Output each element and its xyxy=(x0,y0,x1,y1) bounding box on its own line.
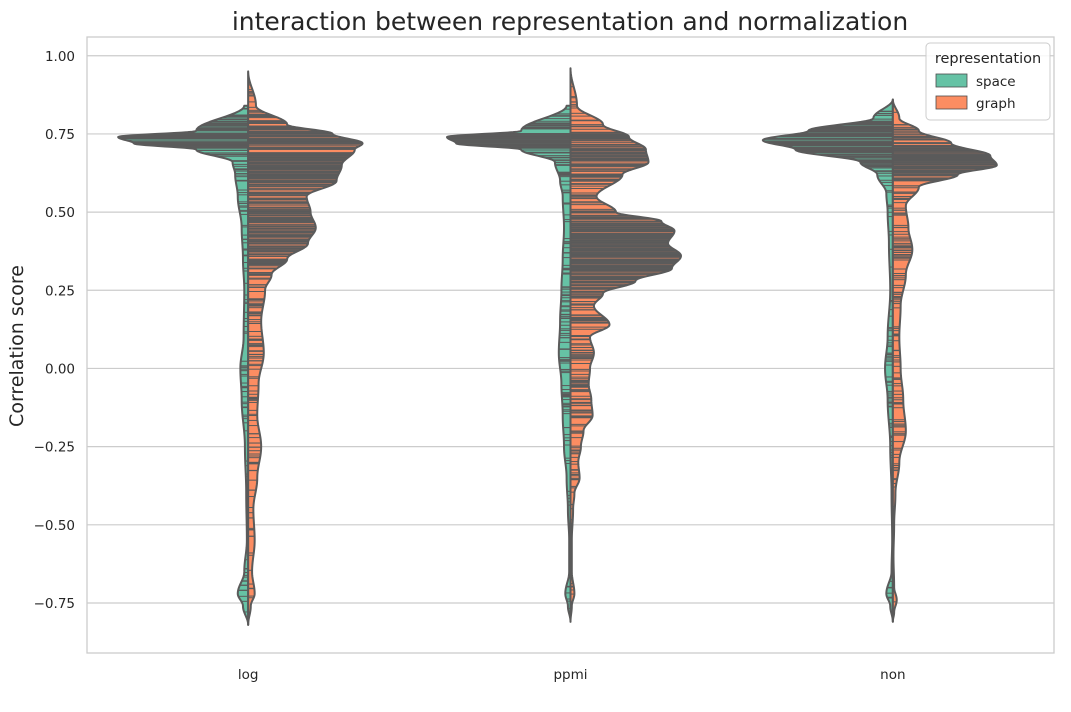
x-tick-label: ppmi xyxy=(553,667,587,683)
legend-swatch-graph xyxy=(935,95,968,110)
y-tick-label: −0.50 xyxy=(34,518,75,534)
y-tick-label: 0.75 xyxy=(45,127,75,143)
violin-outline-space xyxy=(446,104,572,623)
violin-half-space xyxy=(118,105,249,625)
violin-sticks-graph xyxy=(570,86,681,610)
plot-frame xyxy=(86,36,1055,654)
violin-sticks-graph xyxy=(248,84,363,621)
violin-sticks-space xyxy=(763,110,893,621)
y-tick-label: 0.00 xyxy=(45,361,75,377)
violin-log xyxy=(117,70,364,626)
violin-sticks-space xyxy=(118,107,249,624)
y-tick-label: 0.50 xyxy=(45,205,75,221)
violin-ppmi xyxy=(446,67,682,623)
x-tick-labels: log ppmi non xyxy=(238,667,906,683)
x-tick-label: non xyxy=(880,667,905,683)
violin-sticks-space xyxy=(447,108,571,615)
violin-outline-graph xyxy=(569,67,682,623)
chart-title: interaction between representation and n… xyxy=(232,7,908,36)
violin-half-graph xyxy=(570,68,681,622)
y-tick-label: 1.00 xyxy=(45,49,75,65)
violin-outline-space xyxy=(761,98,894,623)
legend: representation space graph xyxy=(925,42,1051,121)
y-tick-label: −0.75 xyxy=(34,596,75,612)
y-tick-label: −0.25 xyxy=(34,440,75,456)
violins xyxy=(117,67,998,626)
legend-label-space: space xyxy=(976,74,1016,90)
y-axis-label: Correlation score xyxy=(6,265,28,427)
violin-half-space xyxy=(447,105,571,622)
x-tick-label: log xyxy=(238,667,259,683)
y-tick-label: 0.25 xyxy=(45,283,75,299)
legend-swatch-space xyxy=(935,73,968,88)
violin-half-space xyxy=(762,99,893,622)
violin-outline-graph xyxy=(247,70,364,626)
legend-label-graph: graph xyxy=(976,96,1016,112)
violin-sticks-graph xyxy=(892,102,997,615)
legend-title: representation xyxy=(935,51,1041,67)
violin-outline-space xyxy=(117,104,250,626)
violin-non xyxy=(761,98,998,623)
y-tick-labels: 1.00 0.75 0.50 0.25 0.00 −0.25 −0.50 −0.75 xyxy=(34,49,75,612)
